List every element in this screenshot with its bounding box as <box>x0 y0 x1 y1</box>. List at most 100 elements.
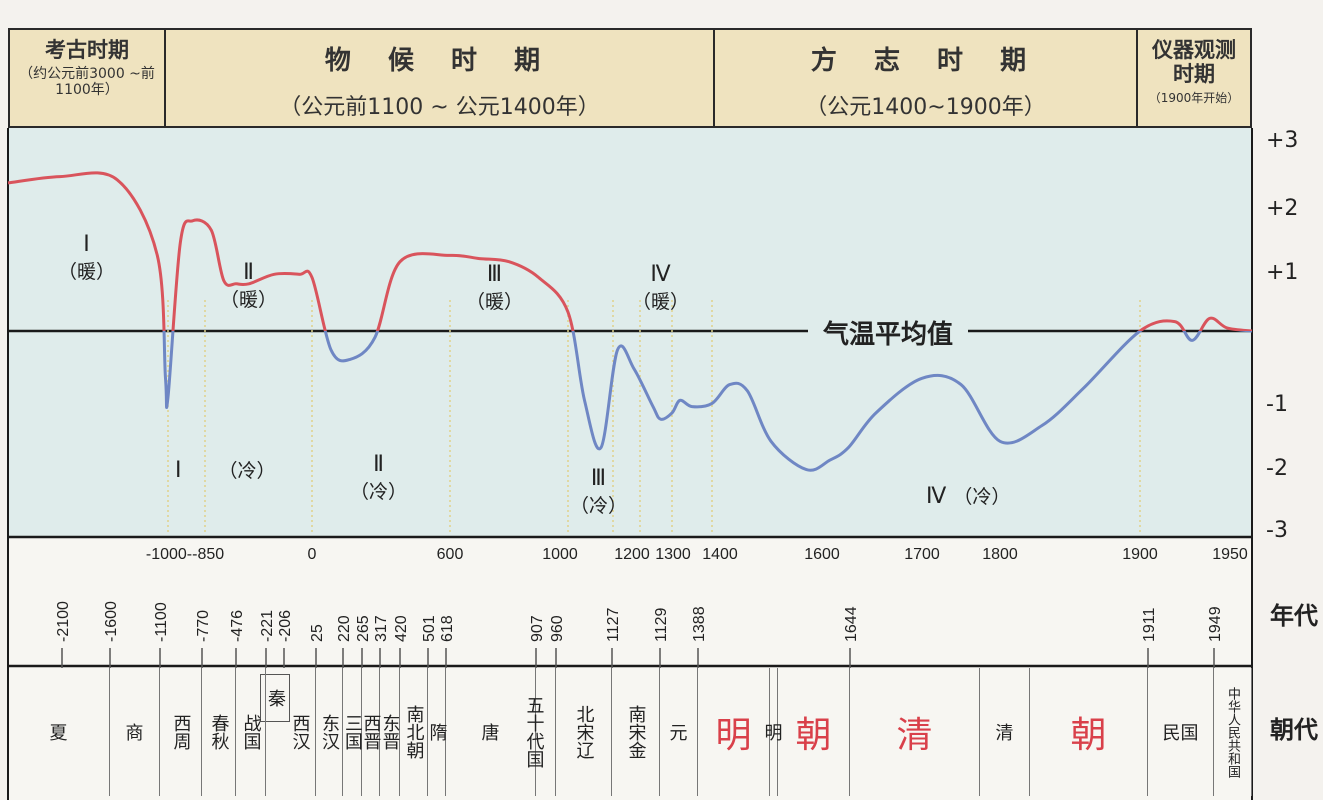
dynasty-cell: 东晋 <box>379 668 401 796</box>
dynasty-year-label: 1127 <box>605 607 622 642</box>
dynasty-year-label: 420 <box>393 615 410 642</box>
dynasty-cell: 五十代国 <box>512 668 556 796</box>
dynasty-name: 南宋金 <box>625 705 647 759</box>
dynasty-year-label: 265 <box>355 615 372 642</box>
warm-period-word: （暖） <box>466 291 524 313</box>
dynasty-cell: 西晋 <box>361 668 382 796</box>
average-label: 气温平均值 <box>808 314 968 350</box>
dynasty-cell: 中华人民共和国 <box>1214 668 1252 796</box>
warm-period-number: Ⅱ <box>243 260 254 285</box>
x-tick-label: 1950 <box>1212 546 1248 563</box>
dynasty-name: 春秋 <box>208 714 230 750</box>
dynasty-name: 明 <box>715 715 752 756</box>
dynasty-year-label: 1949 <box>1207 606 1224 642</box>
y-tick-label: -1 <box>1266 392 1288 417</box>
dynasty-name: 明 <box>764 723 783 744</box>
y-tick-label: +3 <box>1266 128 1299 153</box>
warm-period-number: Ⅰ <box>83 232 90 257</box>
dynasty-name: 三国 <box>342 714 363 750</box>
dynasty-cell: 元 <box>660 668 698 796</box>
warm-period-number: Ⅲ <box>486 262 503 287</box>
warm-period-word: （暖） <box>220 289 278 311</box>
cold-period-number: Ⅰ <box>175 458 182 483</box>
dynasty-year-label: 618 <box>439 615 456 642</box>
dynasty-year-label: -476 <box>229 610 246 642</box>
x-tick-label: 1700 <box>904 546 940 563</box>
x-tick-label: 1400 <box>702 546 738 563</box>
x-tick-label: 600 <box>437 546 464 563</box>
dynasty-name: 东晋 <box>379 714 401 750</box>
dynasty-year-label: -1600 <box>103 601 120 642</box>
dynasty-name: 元 <box>669 723 688 744</box>
header-archaeology-title: 考古时期 <box>45 38 129 62</box>
cold-period-word: （冷） <box>218 460 276 482</box>
timeline-area <box>8 538 1252 800</box>
dynasty-cell: 隋 <box>427 668 448 796</box>
dynasty-cell: 清 <box>980 668 1030 796</box>
header-phenology-sub: （公元前1100 ~ 公元1400年） <box>279 95 600 120</box>
dynasty-cell: 夏 <box>8 668 110 796</box>
dynasty-cell: 西汉 <box>284 668 316 796</box>
dynasty-name: 隋 <box>426 723 448 741</box>
x-tick-label: -1000--850 <box>146 546 224 563</box>
temperature-series-warm <box>7 171 1253 331</box>
dynasty-cell: 战国 <box>236 668 266 796</box>
header-local-records-sub: （公元1400~1900年） <box>805 95 1046 120</box>
dynasty-year-label: 960 <box>549 615 566 642</box>
header-instrument-title: 仪器观测时期 <box>1152 38 1236 86</box>
dynasty-name: 战国 <box>240 714 262 750</box>
dynasty-year-label: 1911 <box>1141 607 1158 642</box>
dynasty-cell: 南宋金 <box>612 668 660 796</box>
warm-period-number: Ⅳ <box>650 262 671 287</box>
warm-period-3: Ⅲ （暖） <box>466 262 523 314</box>
header-instrument-sub: （1900年开始） <box>1148 91 1240 105</box>
warm-period-word: （暖） <box>632 291 690 313</box>
dynasty-name: 唐 <box>481 723 500 744</box>
dynasty-cell: 西周 <box>160 668 202 796</box>
cold-period-2: Ⅱ （冷） <box>350 452 407 504</box>
temperature-series-cold <box>162 331 1252 472</box>
dynasty-name: 朝 <box>1070 715 1107 756</box>
y-tick-label: -3 <box>1266 518 1288 543</box>
dynasty-cell: 南北朝 <box>400 668 428 796</box>
cold-period-word: （冷） <box>570 495 628 517</box>
dynasty-name: 朝 <box>795 715 832 756</box>
dynasty-name: 西晋 <box>360 714 382 750</box>
x-tick-label: 1900 <box>1122 546 1158 563</box>
dynasty-year-label: -206 <box>277 610 294 642</box>
x-tick-label: 1200 <box>614 546 650 563</box>
dynasty-cell: 明 <box>698 668 770 796</box>
x-tick-label: 1300 <box>655 546 691 563</box>
dynasty-year-label: 907 <box>529 615 546 642</box>
dynasty-cell: 秦 <box>260 674 290 722</box>
x-tick-label: 1600 <box>804 546 840 563</box>
dynasty-cell: 东汉 <box>316 668 343 796</box>
header-archaeology: 考古时期 （约公元前3000 ~前1100年） <box>8 28 166 128</box>
cold-period-number: Ⅲ <box>590 466 607 491</box>
nian-dai-label: 年代 <box>1270 602 1318 630</box>
x-tick-label: 1000 <box>542 546 578 563</box>
dynasty-year-label: 220 <box>336 615 353 642</box>
dynasty-year-label: 1129 <box>653 607 670 642</box>
dynasty-name: 清 <box>896 715 933 756</box>
warm-period-word: （暖） <box>58 261 116 283</box>
dynasty-year-label: 501 <box>421 615 438 642</box>
dynasty-year-label: -1100 <box>153 602 170 642</box>
dynasty-year-label: -770 <box>195 610 212 642</box>
dynasty-name: 北宋辽 <box>573 705 595 759</box>
dynasty-cell: 春秋 <box>202 668 236 796</box>
dynasty-cell: 商 <box>110 668 160 796</box>
dynasty-name: 西汉 <box>289 714 311 750</box>
dynasty-year-label: -2100 <box>55 601 72 642</box>
cold-period-number: Ⅱ <box>373 452 384 477</box>
x-tick-label: 0 <box>308 546 317 563</box>
header-phenology-title: 物 候 时 期 <box>324 46 555 76</box>
dynasty-name: 西周 <box>170 714 192 750</box>
dynasty-cell: 朝 <box>778 668 850 796</box>
dynasty-cell: 朝 <box>1030 668 1148 796</box>
warm-period-4: Ⅳ （暖） <box>632 262 689 314</box>
cold-period-number: Ⅳ <box>926 484 947 509</box>
dynasty-name: 东汉 <box>319 714 340 750</box>
dynasty-cell: 唐 <box>446 668 536 796</box>
